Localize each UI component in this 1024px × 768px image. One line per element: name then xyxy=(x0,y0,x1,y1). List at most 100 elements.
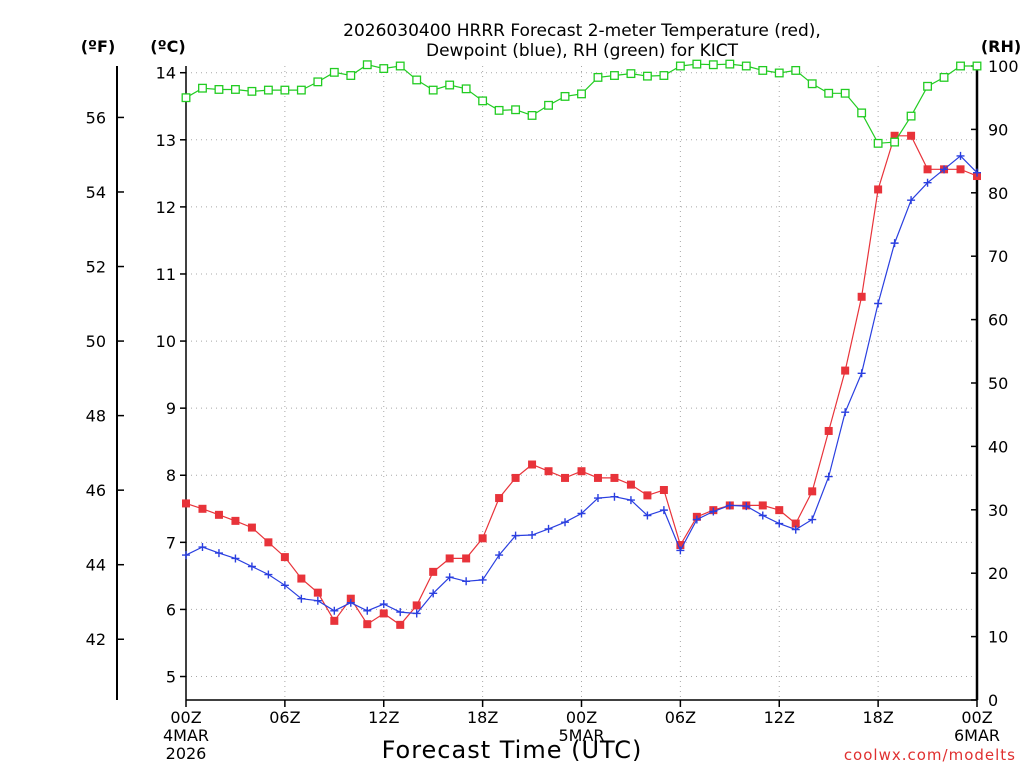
rh-point xyxy=(379,64,389,73)
dewpoint-point xyxy=(247,562,256,571)
celsius-tick-label: 13 xyxy=(156,131,176,150)
temperature-point xyxy=(841,366,850,375)
temperature-point xyxy=(874,185,883,194)
temperature-point xyxy=(923,165,932,174)
temperature-point xyxy=(297,574,306,583)
celsius-tick-label: 11 xyxy=(156,265,176,284)
rh-tick-label: 20 xyxy=(988,564,1008,583)
rh-point xyxy=(972,61,982,71)
temperature-point xyxy=(610,473,619,482)
dewpoint-point xyxy=(577,509,586,518)
rh-point xyxy=(774,68,784,78)
rh-point xyxy=(560,91,570,101)
temperature-point xyxy=(330,616,339,625)
rh-point xyxy=(280,85,290,95)
dewpoint-point xyxy=(626,496,635,505)
x-tick-date-label: 4MAR xyxy=(163,726,209,745)
dewpoint-point xyxy=(593,494,602,503)
dewpoint-point xyxy=(231,554,240,563)
temperature-point xyxy=(511,473,520,482)
temperature-point xyxy=(462,554,471,563)
dewpoint-point xyxy=(973,168,981,177)
rh-tick-label: 70 xyxy=(988,247,1008,266)
temperature-point xyxy=(593,473,602,482)
rh-point xyxy=(346,71,356,80)
x-tick-date-label: 6MAR xyxy=(954,726,1000,745)
dewpoint-point xyxy=(841,408,850,417)
temperature-point xyxy=(182,499,190,508)
rh-point xyxy=(247,86,257,96)
dewpoint-point xyxy=(363,606,372,615)
rh-point xyxy=(840,88,850,98)
temperature-point xyxy=(445,554,454,563)
celsius-tick-label: 9 xyxy=(166,399,176,418)
rh-tick-label: 30 xyxy=(988,501,1008,520)
dewpoint-point xyxy=(874,299,883,308)
rh-point xyxy=(906,111,916,121)
temperature-point xyxy=(346,594,355,603)
rh-tick-label: 80 xyxy=(988,184,1008,203)
rh-point xyxy=(593,72,603,82)
rh-point xyxy=(461,84,471,94)
dewpoint-point xyxy=(297,594,306,603)
temperature-point xyxy=(676,541,685,550)
temperature-point xyxy=(626,480,635,489)
dewpoint-point xyxy=(742,502,751,511)
temperature-point xyxy=(313,588,322,597)
dewpoint-point xyxy=(808,515,817,524)
rh-point xyxy=(428,85,438,95)
dewpoint-point xyxy=(709,507,718,516)
fahrenheit-tick-label: 56 xyxy=(86,108,106,127)
rh-tick-label: 90 xyxy=(988,120,1008,139)
celsius-tick-label: 6 xyxy=(166,600,176,619)
x-axis-title: Forecast Time (UTC) xyxy=(382,736,643,764)
rh-point xyxy=(956,61,965,71)
temperature-point xyxy=(577,467,586,476)
celsius-tick-label: 5 xyxy=(166,668,176,687)
rh-tick-label: 0 xyxy=(988,691,998,710)
grid-lines xyxy=(186,66,977,700)
rh-point xyxy=(544,100,553,110)
temperature-point xyxy=(956,165,965,174)
temperature-point xyxy=(808,487,817,496)
dewpoint-point xyxy=(725,501,734,510)
plot-frame xyxy=(116,66,979,701)
rh-point xyxy=(395,61,405,71)
dewpoint-point xyxy=(412,609,421,618)
rh-point xyxy=(214,85,224,94)
fahrenheit-axis-unit: (ºF) xyxy=(81,37,116,56)
dewpoint-point xyxy=(956,151,965,160)
temperature-point xyxy=(890,131,899,140)
rh-point xyxy=(263,85,273,95)
fahrenheit-tick-label: 44 xyxy=(86,556,106,575)
rh-point xyxy=(741,61,751,71)
rh-point xyxy=(511,105,521,115)
celsius-tick-label: 7 xyxy=(166,533,176,552)
temperature-point xyxy=(264,538,273,547)
rh-point xyxy=(824,88,834,98)
x-tick-label: 00Z xyxy=(961,708,992,727)
x-tick-label: 00Z xyxy=(566,708,597,727)
temperature-point xyxy=(643,491,652,500)
rh-point xyxy=(181,93,191,103)
dewpoint-point xyxy=(280,581,289,590)
rh-point xyxy=(230,85,240,94)
rh-point xyxy=(313,77,323,87)
x-tick-label: 12Z xyxy=(764,708,795,727)
rh-point xyxy=(577,89,586,99)
fahrenheit-tick-label: 46 xyxy=(86,481,106,500)
rh-axis-unit: (RH) xyxy=(981,37,1021,56)
dewpoint-point xyxy=(791,525,800,534)
site-credit: coolwx.com/modelts xyxy=(844,746,1016,764)
rh-tick-label: 50 xyxy=(988,374,1008,393)
dewpoint-point xyxy=(495,551,504,560)
x-tick-label: 06Z xyxy=(269,708,300,727)
x-tick-label: 12Z xyxy=(368,708,399,727)
rh-point xyxy=(626,69,636,79)
dewpoint-point xyxy=(478,575,487,584)
rh-point xyxy=(675,61,685,71)
temperature-point xyxy=(907,131,916,140)
temperature-point xyxy=(478,534,487,543)
rh-point xyxy=(198,83,207,93)
